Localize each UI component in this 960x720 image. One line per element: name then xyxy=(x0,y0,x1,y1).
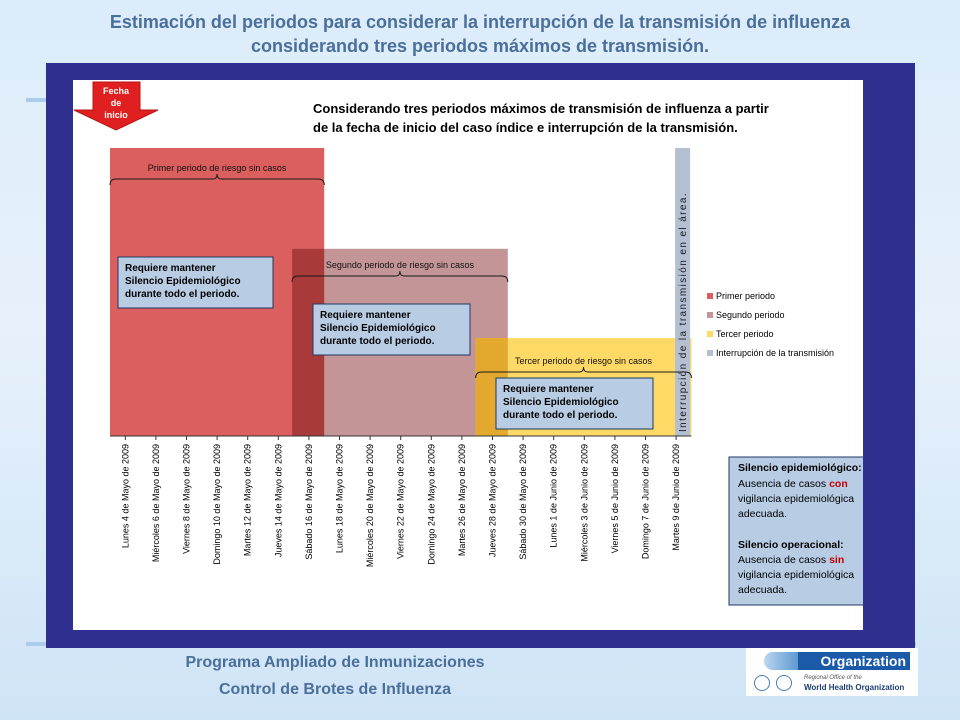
x-tick-label: Domingo 7 de Junio de 2009 xyxy=(641,444,651,559)
start-marker-label: inicio xyxy=(104,110,128,120)
third-period-callout-line: Silencio Epidemiológico xyxy=(503,397,619,408)
legend-swatch xyxy=(707,331,713,337)
op-silence-line2: vigilancia epidemiológica xyxy=(738,569,854,581)
period-bar xyxy=(675,148,691,436)
x-tick-label: Jueves 14 de Mayo de 2009 xyxy=(273,444,283,557)
period-chart: Lunes 4 de Mayo de 2009 Miércoles 6 de Ma… xyxy=(73,81,901,606)
logo-swoosh xyxy=(764,652,800,670)
x-tick-label: Viernes 8 de Mayo de 2009 xyxy=(182,444,192,554)
footer-line2: Control de Brotes de Influenza xyxy=(218,681,451,698)
op-silence-title: Silencio operacional: xyxy=(738,539,844,551)
chart-area: Lunes 4 de Mayo de 2009 Miércoles 6 de Ma… xyxy=(73,80,901,630)
x-tick-label: Miércoles 20 de Mayo de 2009 xyxy=(365,444,375,567)
third-period-callout-box xyxy=(495,377,654,430)
x-tick-label: Martes 9 de Junio de 2009 xyxy=(671,444,681,551)
x-tick-label: Miércoles 6 de Mayo de 2009 xyxy=(151,444,161,562)
period-callouts: Requiere mantener Silencio Epidemiológico… xyxy=(117,256,654,430)
x-tick-label: Domingo 24 de Mayo de 2009 xyxy=(426,444,436,565)
third-period-bracket xyxy=(475,366,692,379)
decorative-line-top xyxy=(26,98,56,102)
who-logo: Organization Regional Office of the Worl… xyxy=(746,648,918,696)
start-marker-label: de xyxy=(111,98,122,108)
slide-title-line1: Estimación del periodos para considerar … xyxy=(109,12,851,32)
period-brackets: Primer periodo de riesgo sin casos Segund… xyxy=(109,163,692,379)
first-period-bracket xyxy=(109,173,325,186)
who-emblem-icon xyxy=(776,675,792,691)
legend-entry: Segundo periodo xyxy=(716,310,785,320)
x-tick-labels: Lunes 4 de Mayo de 2009 Miércoles 6 de Ma… xyxy=(120,444,681,567)
x-tick-label: Lunes 18 de Mayo de 2009 xyxy=(335,444,345,553)
x-tick-label: Viernes 22 de Mayo de 2009 xyxy=(396,444,406,559)
op-silence-text: Ausencia de casos xyxy=(738,554,829,566)
slide-title: Estimación del periodos para considerar … xyxy=(20,10,940,58)
legend-swatch xyxy=(707,350,713,356)
x-tick-label: Martes 12 de Mayo de 2009 xyxy=(243,444,253,556)
footer-line1: Programa Ampliado de Inmunizaciones xyxy=(185,654,485,671)
legend-clip xyxy=(855,340,863,370)
x-tick-label: Viernes 5 de Junio de 2009 xyxy=(610,444,620,553)
x-tick-label: Sábado 16 de Mayo de 2009 xyxy=(304,444,314,560)
logo-regional-office: Regional Office of the xyxy=(804,675,862,681)
legend-swatch xyxy=(707,312,713,318)
epi-silence-text: Ausencia de casos xyxy=(738,478,829,490)
third-period-label: Tercer periodo de riesgo sin casos xyxy=(515,356,653,366)
x-axis xyxy=(110,435,692,440)
second-period-callout-line: durante todo el periodo. xyxy=(320,336,435,347)
legend-entry: Interrupción de la transmisión xyxy=(716,348,834,358)
epi-silence-line2: vigilancia epidemiológica xyxy=(738,493,854,505)
first-period-callout-box xyxy=(117,256,274,309)
first-period-label: Primer periodo de riesgo sin casos xyxy=(148,163,287,173)
x-tick-label: Jueves 28 de Mayo de 2009 xyxy=(488,444,498,557)
first-period-callout-line: durante todo el periodo. xyxy=(125,289,240,300)
start-date-arrow xyxy=(73,81,159,131)
x-tick-label: Martes 26 de Mayo de 2009 xyxy=(457,444,467,556)
interruption-label: Interrupción de la transmisión en el áre… xyxy=(678,192,689,432)
epi-silence-title: Silencio epidemiológico: xyxy=(738,462,862,474)
first-period-callout-line: Requiere mantener xyxy=(125,263,216,274)
start-marker-label: Fecha xyxy=(103,86,130,96)
paho-emblem-icon xyxy=(754,675,770,691)
logo-banner: Organization xyxy=(798,652,910,670)
epi-silence-keyword: con xyxy=(829,478,848,490)
x-tick-label: Lunes 1 de Junio de 2009 xyxy=(549,444,559,548)
second-period-bracket xyxy=(291,270,509,283)
second-period-callout-box xyxy=(312,303,471,356)
second-period-label: Segundo periodo de riesgo sin casos xyxy=(326,260,475,270)
second-period-callout-line: Silencio Epidemiológico xyxy=(320,323,436,334)
epi-silence-line3: adecuada. xyxy=(738,508,787,520)
x-tick-label: Sábado 30 de Mayo de 2009 xyxy=(518,444,528,560)
legend-swatch xyxy=(707,293,713,299)
legend-entry: Primer periodo xyxy=(716,291,775,301)
legend: Primer periodo Segundo periodo Tercer peri… xyxy=(707,291,863,370)
chart-title-line2: de la fecha de inicio del caso índice e … xyxy=(313,120,738,135)
x-tick-label: Miércoles 3 de Junio de 2009 xyxy=(579,444,589,562)
first-period-callout-line: Silencio Epidemiológico xyxy=(125,276,241,287)
legend-entry: Tercer periodo xyxy=(716,329,774,339)
op-silence-keyword: sin xyxy=(829,554,844,566)
third-period-callout-line: Requiere mantener xyxy=(503,384,594,395)
logo-who-name: World Health Organization xyxy=(804,683,905,692)
third-period-callout-line: durante todo el periodo. xyxy=(503,410,618,421)
x-tick-label: Lunes 4 de Mayo de 2009 xyxy=(120,444,130,548)
chart-title-line1: Considerando tres periodos máximos de tr… xyxy=(313,101,769,116)
x-tick-label: Domingo 10 de Mayo de 2009 xyxy=(212,444,222,565)
op-silence-line1: Ausencia de casos sin xyxy=(738,554,844,566)
second-period-callout-line: Requiere mantener xyxy=(320,310,411,321)
op-silence-line3: adecuada. xyxy=(738,584,787,596)
slide-title-line2: considerando tres periodos máximos de tr… xyxy=(250,36,710,56)
epi-silence-line1: Ausencia de casos con xyxy=(738,478,848,490)
